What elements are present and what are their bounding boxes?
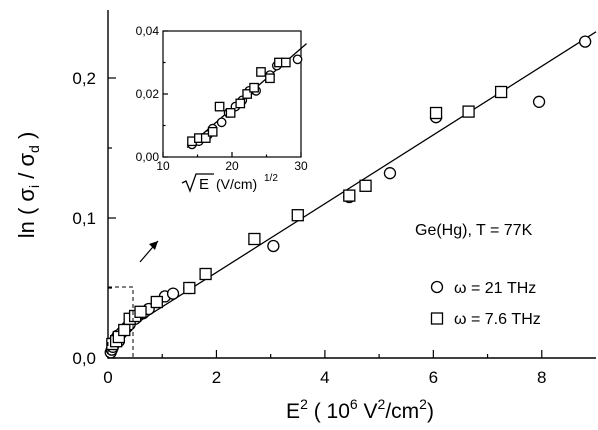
inset-x-axis-label: E (V/cm) 1/2 [181,173,278,193]
y-tick-label: 0,00 [136,150,160,164]
main-tick-labels: 0 2 4 6 8 0,0 0,1 0,2 [72,69,546,387]
inset-series [187,54,303,150]
y-tick-label: 0,2 [72,69,96,88]
x-tick-label: 30 [294,159,308,173]
inset-tick-labels: 10 20 30 0,00 0,02 0,04 [136,24,308,173]
data-point-square [225,108,236,118]
data-point-square [248,232,261,246]
x-tick-label: 10 [156,159,170,173]
data-point-square [291,209,304,222]
x-tick-label: 8 [537,368,546,387]
x-tick-label: 20 [225,159,239,173]
data-point-square [199,267,212,281]
data-point-circle [532,95,546,108]
data-point-circle [166,287,180,300]
x-tick-label: 0 [103,368,112,387]
sqrt-sign [181,173,214,193]
data-point-circle [292,54,303,65]
x-tick-label: 6 [429,368,438,387]
legend-label-7-6thz: ω = 7.6 THz [454,311,541,328]
data-point-square [265,73,275,84]
legend: ω = 21 THz ω = 7.6 THz [430,280,541,328]
data-point-square [462,105,475,118]
y-tick-label: 0,0 [72,349,96,368]
data-point-circle [383,167,397,180]
data-point-square [134,305,147,318]
sample-annotation: Ge(Hg), T = 77K [415,222,533,239]
inset-ticks [162,30,302,158]
legend-marker-square [430,312,444,325]
y-axis-label: ln ( σi / σd ) [14,132,42,239]
data-point-square [183,281,196,295]
inset-x-label-root: E [199,176,209,193]
data-point-square [235,98,246,109]
data-point-square [118,323,131,337]
x-tick-label: 2 [212,368,221,387]
data-point-circle [267,239,280,253]
data-point-circle [579,35,592,48]
y-tick-label: 0,04 [136,24,160,38]
data-point-square [150,295,163,309]
data-point-square [214,101,225,112]
data-point-square [256,67,266,77]
main-series [104,35,592,359]
inset-chart: 10 20 30 0,00 0,02 0,04 E (V/cm) 1/2 [136,24,308,193]
data-point-square [359,179,372,192]
zoom-arrow-head [149,241,158,250]
y-tick-label: 0,02 [136,87,160,101]
legend-label-21thz: ω = 21 THz [454,280,536,297]
x-axis-label: E2 ( 106 V2/cm2) [286,396,434,423]
zoom-region-box [107,286,134,359]
y-tick-label: 0,1 [72,209,96,228]
data-point-square [200,133,211,143]
data-point-square [494,85,508,99]
inset-x-label-unit: (V/cm) [216,176,257,192]
inset-frame [162,30,302,158]
legend-marker-circle [430,280,444,294]
data-point-square [249,82,259,93]
data-point-square [207,126,218,137]
data-point-square [242,89,253,99]
data-point-square [429,106,443,120]
inset-x-label-sup: 1/2 [264,173,278,184]
data-point-circle [216,117,227,128]
data-point-square [280,57,291,68]
data-point-square [343,189,356,202]
x-tick-label: 4 [320,368,329,387]
